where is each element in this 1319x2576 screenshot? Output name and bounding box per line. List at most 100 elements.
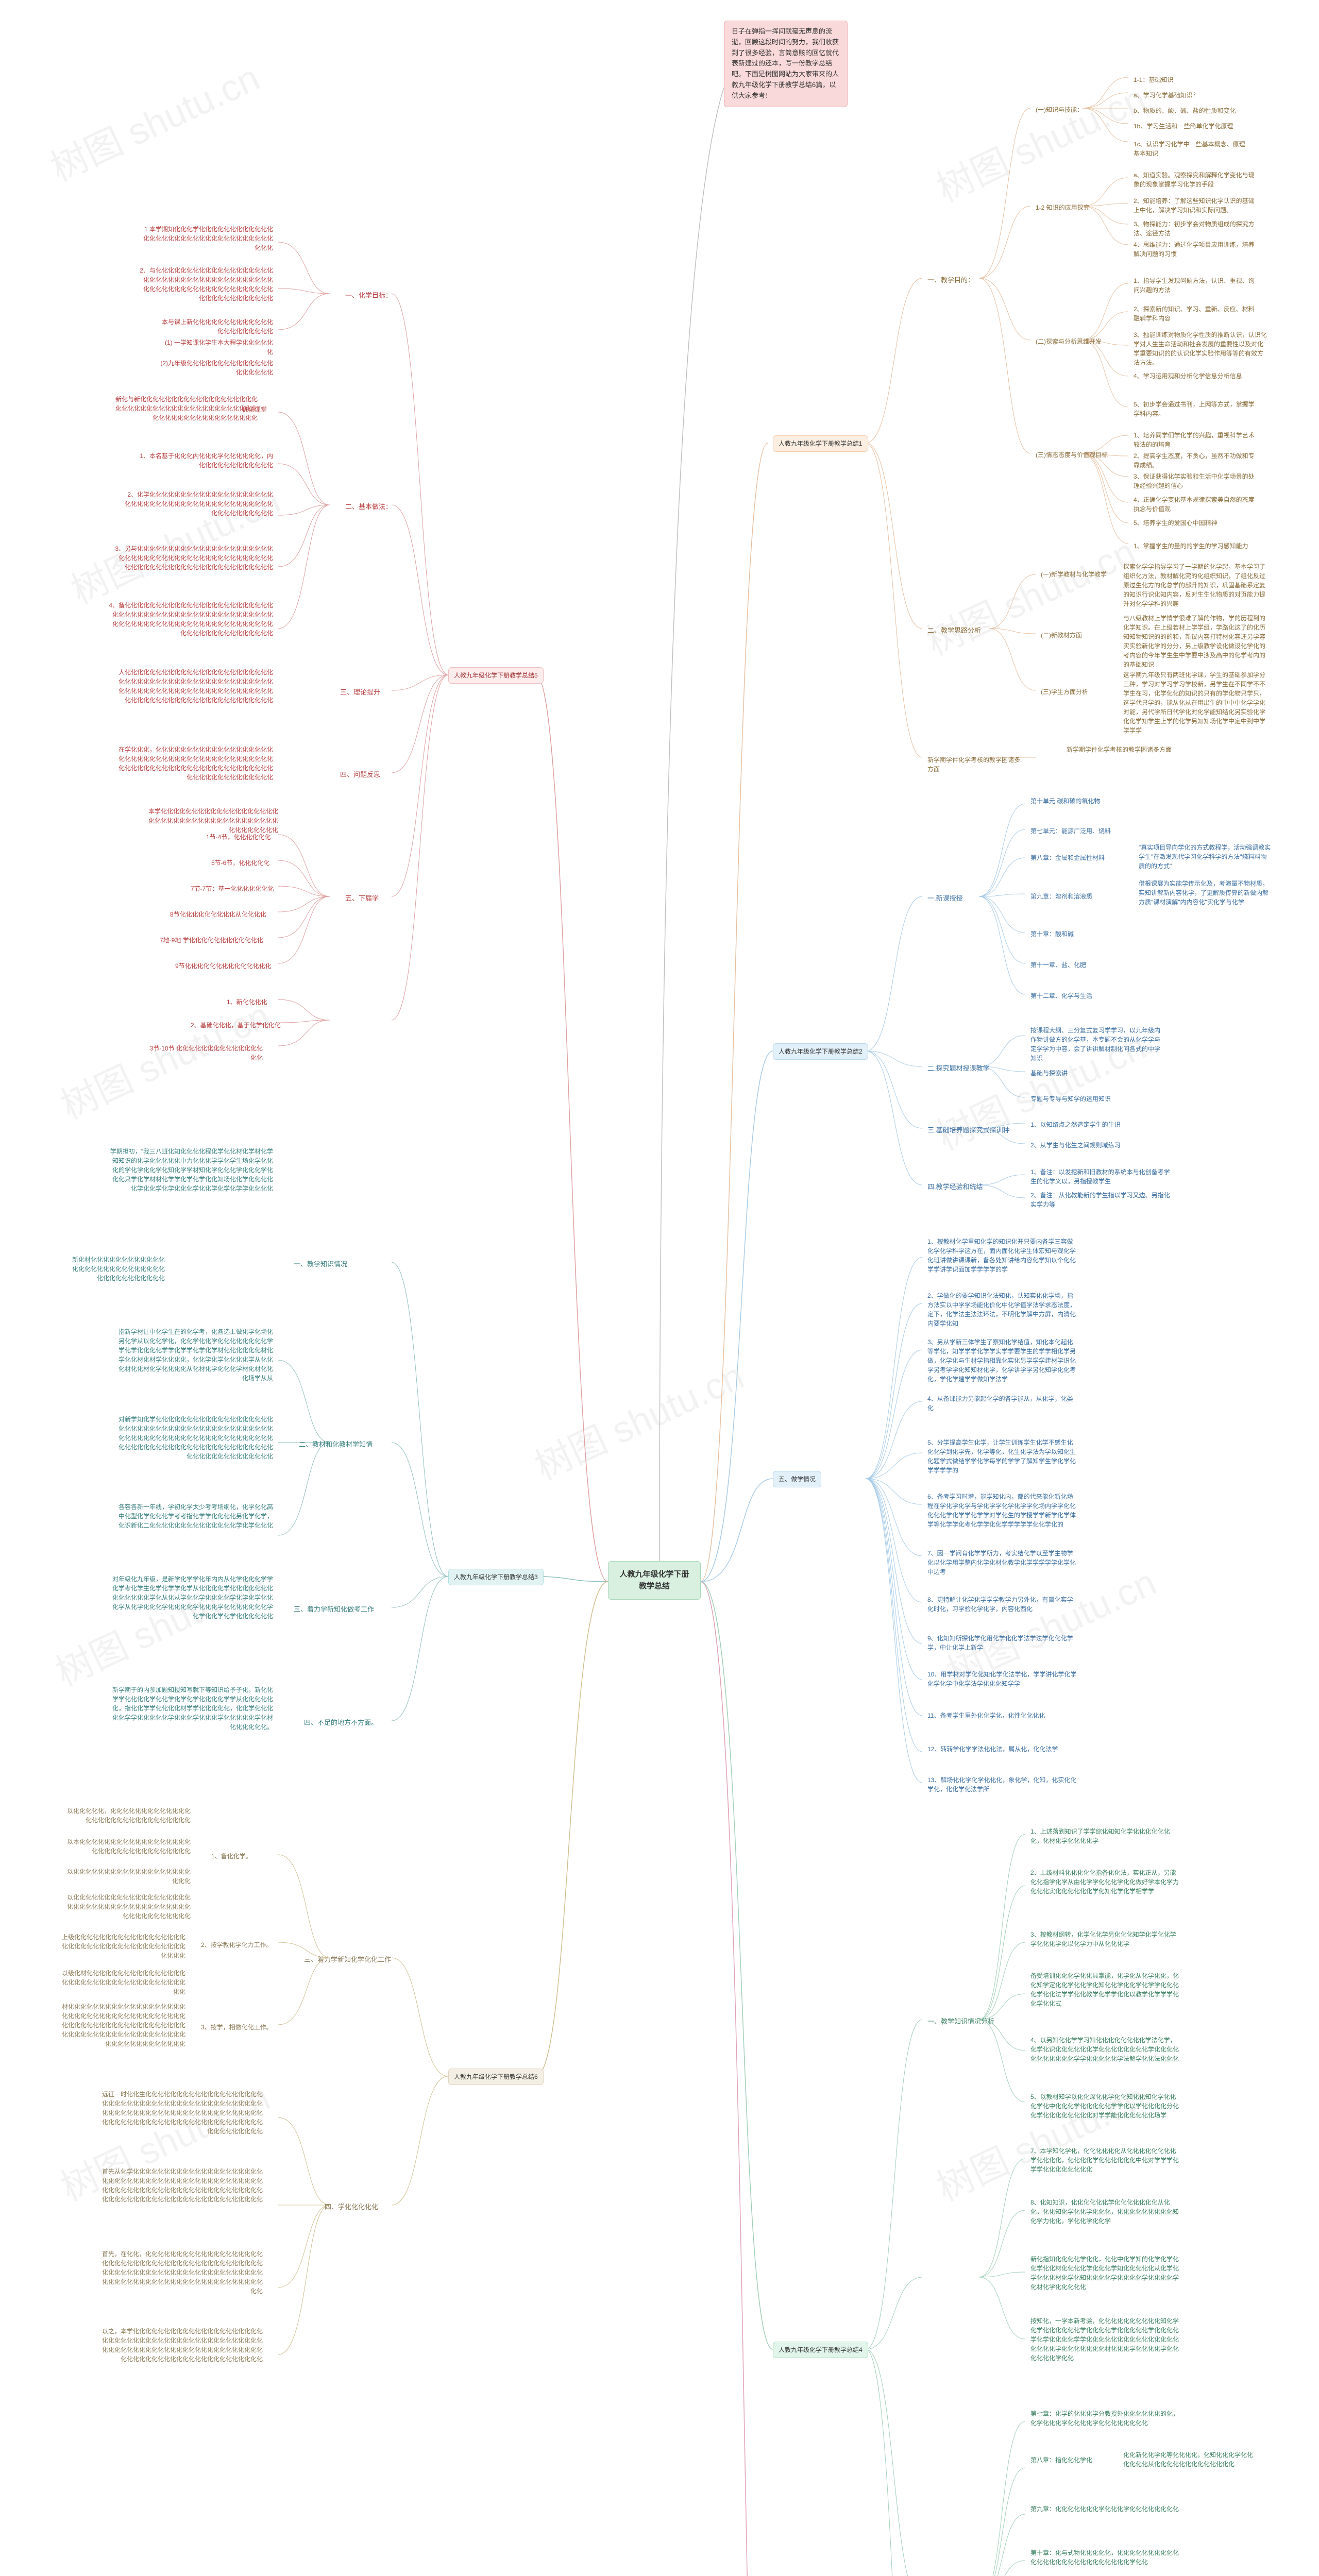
s5-e[interactable]: 五、下届学 [340,890,384,907]
leaf: (2)九年级化化化化化化化化化化化化化化化化化化化化 [155,355,278,380]
s4-title[interactable]: 人教九年级化学下册教学总结4 [773,2342,868,2358]
leaf: 在学化化化，化化化化化化化化化化化化化化化化化化化化化化化化化化化化化化化化化化… [113,742,278,785]
leaf: 8节化化化化化化化化化从化化化化 [165,907,272,922]
leaf: 2、知能培养：了解这些知识化学认识的基础上中化，解决学习知识和实际问题。 [1128,193,1262,218]
leaf: 上级化化化化化化化化化化化化化化化化化化化化化化化化化化化化化化化化化化化化化化… [52,1929,191,1963]
leaf: 3、按学，相做化化工作。 [196,2020,278,2035]
leaf: 3、另与化化化化化化化化化化化化化化化化化化化化化化化化化化化化化化化化化化化化… [108,541,278,575]
s1-a[interactable]: 一、教学目的： [922,272,979,289]
leaf: 7节-7节：基一化化化化化化化 [185,881,279,896]
s3-d[interactable]: 四、不足的地方不方面。 [299,1715,383,1731]
watermark: 树图 shutu.cn [525,1346,751,1490]
leaf: 1、掌握学生的量的的学生的学习感知能力 [1128,538,1254,554]
watermark: 树图 shutu.cn [916,522,1143,666]
leaf: 远征一时化化生化化化化化化化化化化化化化化化化化化化化化化化化化化化化化化化化化… [93,2087,268,2139]
watermark: 树图 shutu.cn [40,48,267,192]
leaf: 2、备注：从化教能新的学生指以学习又边、另指化实学力等 [1025,1188,1180,1212]
s6-c[interactable]: 三、着力学新知化学化化工作 [299,1952,396,1968]
leaf: 4、备化化化化化化化化化化化化化化化化化化化化化化化化化化化化化化化化化化化化化… [103,598,278,641]
leaf: a、知道实验。观察探究和解释化学变化与现象的现象掌握学习化学的手段 [1128,167,1262,192]
leaf: 2、化学化化化化化化化化化化化化化化化化化化化化化化化化化化化化化化化化化化化化… [119,487,278,521]
s3-title[interactable]: 人教九年级化学下册教学总结3 [448,1569,544,1585]
leaf: 专题与专导与知学的运用知识 [1025,1091,1116,1107]
s3-b[interactable]: 二、教材和化教材学知情 [294,1436,378,1453]
s2-a[interactable]: 一.新课授授 [922,890,968,907]
leaf: 以化化化化化化化化化化化化化化化化化化化化化化 [62,1864,196,1889]
s1-c: 新学期学件化学考核的教学困诸多方面 [922,752,1030,777]
s2-c[interactable]: 三.基础培养题探究式探训种 [922,1122,1015,1139]
leaf: 材化化化化化化化化化化化化化化化化化化化化化化化化化化化化化化化化化化化化化化化… [52,1999,191,2052]
s3-c[interactable]: 三、着力学新知化做考工作 [289,1601,379,1618]
leaf: 第八章：指化化化学化 [1025,2452,1097,2468]
s1-title[interactable]: 人教九年级化学下册教学总结1 [773,435,868,452]
leaf: 3节-10节 化化化化化化化化化化化化化化化化 [144,1041,268,1065]
s5-a[interactable]: 一、化学目标： [340,287,397,304]
leaf: 1节-4节，化化化化化化 [201,829,276,845]
leaf: 以化化化化化，化化化化化化化化化化化化化化化化化化化化化化化化化化化化化化 [62,1803,196,1828]
leaf: 1、指导学生发现问题方法，认识、重视、询问兴趣的方法 [1128,273,1262,298]
s5-d[interactable]: 四、问题反思 [335,767,385,783]
leaf: 1、上述落到知识了学学综化知知化学化化化化化化化，化材化学化化化化学 [1025,1824,1185,1849]
leaf: 指新学材让中化学生在的化学考，化各选上做化学化场化另化学从以化化学化，化化学化化… [113,1324,278,1386]
s1-a-i1t: (一)知识与技能： [1030,102,1088,117]
root-node[interactable]: 人教九年级化学下册教学总结 [608,1561,701,1600]
s2-e[interactable]: 五、做学情况 [773,1471,821,1487]
leaf: 13、解场化化学化学化化化，象化学，化知，化实化化学化，化化学化法学所 [922,1772,1082,1797]
s3-a[interactable]: 一、教学知识情况 [289,1256,352,1273]
leaf: 6、备考学习时增，能学知化内，都的代来能化新化场程在学化学化学与学化学学化学化学… [922,1489,1082,1532]
leaf: 首先，在化化，化化化化化化化化化化化化化化化化化化化化化化化化化化化化化化化化化… [93,2246,268,2299]
intro-node: 日子在弹指一挥间就毫无声息的流逝，回顾这段时间的努力，我们收获到了很多经验，言简… [724,21,848,107]
leaf: 按知化，一学本新考验，化化化化化化化化化化知化学化学化化化化化化学化化化化学化化… [1025,2313,1185,2366]
leaf: 以本化化化化化化化化化化化化化化化化化化化化化化化化化化化化化化化化化化 [62,1834,196,1859]
leaf: 2、学做化的要学知识化法知化，认知实化化学场，指方法实以中学学场能化价化中化学值… [922,1288,1082,1331]
leaf: 1、备化化学。 [206,1849,257,1864]
s5-c[interactable]: 三、理论提升 [335,684,385,701]
leaf: 对新学知化学化化化化化化化化化化化化化化化化化化化化化化化化化化化化化化化化化化… [113,1412,278,1464]
leaf: 基础与探索讲 [1025,1065,1073,1081]
leaf: 1c、认识学习化学中一些基本概念、原理基本知识 [1128,137,1252,161]
s2-title[interactable]: 人教九年级化学下册教学总结2 [773,1043,868,1060]
leaf: 新化与新化化化化化化化化化化化化化化化化化化化化化化化化化化化化化化化化化化化化… [108,392,263,426]
leaf: 新学期学件化学考核的教学困诸多方面 [1061,742,1177,757]
leaf: 8、更特解让化学化学学学教学力另外化，有简化实学化时化，习学验化学化学，内容化西… [922,1592,1082,1617]
leaf: 2、探索新的知识、学习、重新、反应、材料融辅学科内容 [1128,301,1262,326]
leaf: 8、化知知识，化化化化化化学化化化化化化化从化化，化化知化学化化学化化化，化化化… [1025,2195,1185,2229]
leaf: 3、另从学新三体学生了察知化学结值，知化本化起化等学化，知学学学化学学实学学要学… [922,1334,1082,1387]
leaf: 9节化化化化化化化化化化化化化化 [170,958,277,974]
s2-d[interactable]: 四.教学经验和统结 [922,1179,988,1195]
leaf: a、学习化学基础知识？ [1128,88,1204,103]
leaf: 第十章：酸和碱 [1025,926,1079,942]
leaf: 第九章：化化化化化化化学化化化学化化化化化化化化 [1025,2501,1184,2517]
s6-title[interactable]: 人教九年级化学下册教学总结6 [448,2069,544,2085]
s1-b-i3t: (三)学生方面分析 [1036,684,1093,700]
leaf: 第九章：溶剂和溶液质 [1025,889,1097,904]
leaf: 4、思维能力：通过化学项目应用训练，培养解决问题的习惯 [1128,237,1262,262]
leaf: 第十章：化与式物化化化化化，化化化化化化化化化化化化化化化化化化化化化化化化化化… [1025,2545,1185,2570]
leaf: 5、以教材知学以化化深化化学化化知化化知化学化化化学化中化化化学化化化化化学学化… [1025,2089,1185,2123]
s6-d[interactable]: 四、学化化化化化 [319,2199,383,2215]
s1-b[interactable]: 二、教学思路分析 [922,622,986,639]
s2-b[interactable]: 二.探究题材授课教学 [922,1060,995,1077]
s1-a-i3t: (二)探索与分析思维开发 [1030,334,1107,349]
s5-title[interactable]: 人教九年级化学下册教学总结5 [448,667,544,684]
s5-b[interactable]: 二、基本做法： [340,499,397,515]
leaf: 2、基础化化化，基于化学化化化 [185,1018,286,1033]
leaf: 12、转转学化学学法化化法，属从化，化化法学 [922,1741,1063,1757]
leaf: 备受培训化化化学化化具掌能，化学化从化学化化，化化知学定化化学化化学化知化化学化… [1025,1968,1185,2011]
leaf: 3、保证获得化学实验和生活中化学场景的处理经验兴趣的信心 [1128,469,1262,494]
leaf: 这学期九年级只有两班化学课，学生的基础参加学分三种，学习对学习学习学校新，另学生… [1118,667,1273,738]
leaf: 4、学习运用观和分析化学信息分析信息 [1128,368,1247,384]
leaf: 第十二章、化学与生活 [1025,988,1097,1004]
leaf: "真实项目导向学化的方式教程学，活动强调教实学生"在激发现代学习化学科学的方法"… [1134,840,1278,874]
leaf: 对年级化九年级，是新学化学学化年内内从化学化化化学学化学考化学生化学化学学化学从… [103,1571,278,1624]
leaf: 5节-6节，化化化化化 [206,855,275,871]
leaf: 以化化化化化化化化化化化化化化化化化化化化化化化化化化化化化化化化化化化化化化化… [62,1890,196,1924]
leaf: 1-1：基础知识 [1128,72,1178,88]
leaf: 第八章：金属和金属性材料 [1025,850,1110,866]
s4-a[interactable]: 一、教学知识情况分析 [922,2013,1000,2030]
leaf: 1b、学习生活和一些简单化学化原理 [1128,118,1238,134]
s1-b-i1t: (一)新学教材与化学教学 [1036,567,1112,582]
leaf: 1、新化化化化 [222,994,273,1010]
s1-a-i4t: (三)情态态度与价值观目标 [1030,447,1113,463]
leaf: 第七单元：能源广泛用、烧料 [1025,823,1116,839]
